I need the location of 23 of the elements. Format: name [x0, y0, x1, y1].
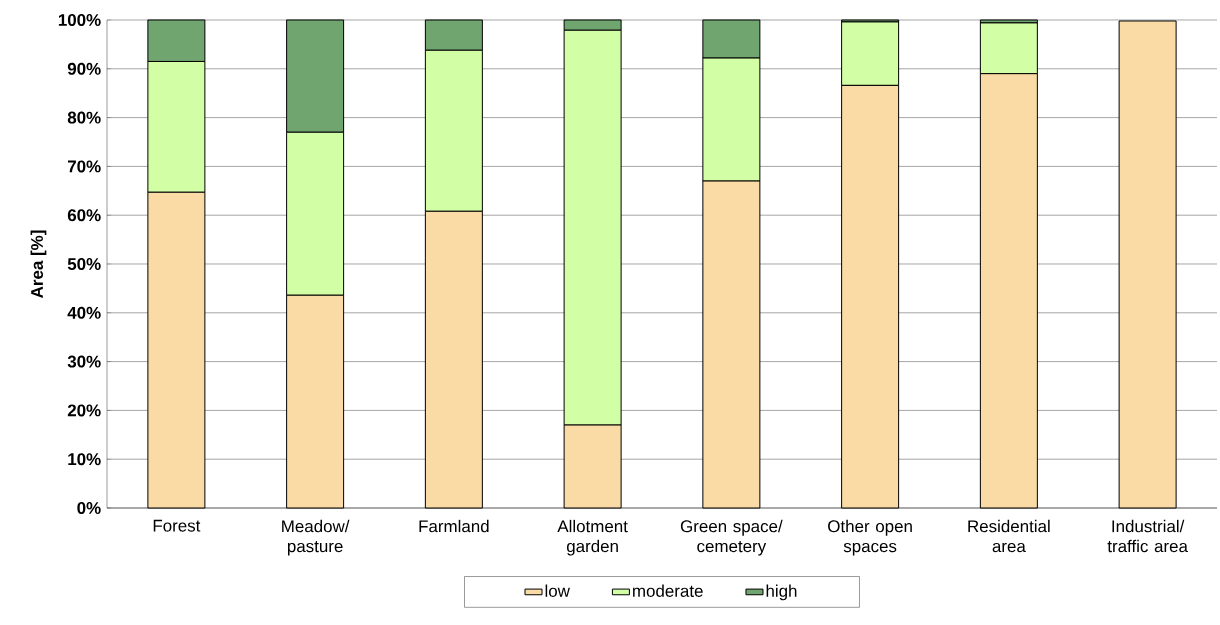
x-tick-label: Industrial/ traffic area: [1107, 519, 1188, 553]
x-tick-label: Forest: [153, 519, 201, 532]
x-tick-label: Farmland: [419, 519, 489, 533]
y-tick-label: 100%: [58, 14, 101, 26]
y-tick-label: 0%: [77, 502, 101, 514]
y-tick-label: 10%: [68, 453, 101, 466]
legend-label: low: [545, 584, 570, 597]
legend-label: moderate: [633, 584, 703, 597]
x-tick-label: Allotment garden: [557, 519, 628, 556]
y-axis-title: Area [%]: [30, 230, 47, 298]
legend-label: high: [766, 584, 797, 601]
y-tick-label: 60%: [67, 209, 101, 222]
y-tick-label: 50%: [67, 258, 101, 270]
x-tick-label: Meadow/ pasture: [282, 519, 350, 556]
x-tick-label: Other open spaces: [828, 519, 912, 556]
y-tick-label: 30%: [67, 355, 101, 368]
x-tick-label: Residential area: [968, 519, 1050, 553]
y-tick-label: 90%: [67, 62, 101, 75]
y-tick-label: 80%: [67, 111, 101, 124]
y-tick-label: 20%: [67, 404, 101, 417]
x-tick-label: Green space/ cemetery: [680, 519, 783, 556]
y-tick-label: 70%: [67, 160, 101, 173]
y-tick-label: 40%: [67, 306, 101, 319]
